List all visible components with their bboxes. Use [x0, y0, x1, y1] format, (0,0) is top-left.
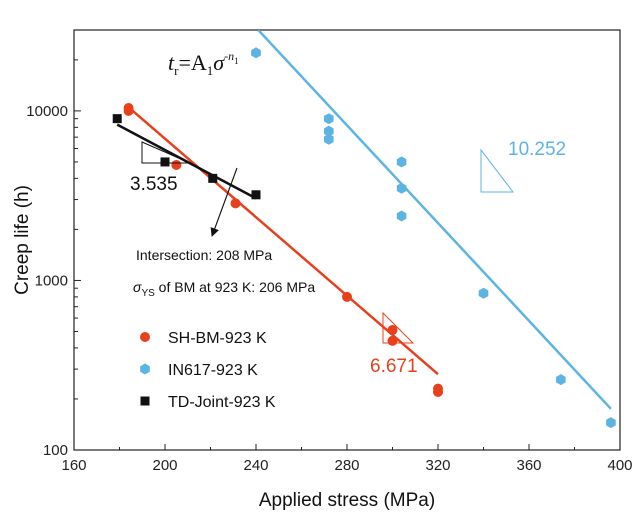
- data-point-in617-923-k: [251, 47, 261, 59]
- fit-line-in617-923-k: [257, 30, 612, 410]
- y-axis-ticks: 100 1000 10000: [26, 59, 81, 459]
- legend: SH-BM-923 K IN617-923 K TD-Joint-923 K: [140, 330, 276, 411]
- data-point-td-joint-923-k: [251, 190, 261, 200]
- data-point-sh-bm-923-k: [433, 386, 443, 397]
- x-axis-ticks: 160 200 240 280 320 360 400: [61, 444, 633, 474]
- y-axis-title: Creep life (h): [12, 185, 33, 295]
- y-tick-label: 10000: [26, 103, 68, 120]
- intersection-arrow: [210, 167, 238, 237]
- x-tick-label: 200: [152, 457, 177, 474]
- data-point-td-joint-923-k: [112, 114, 122, 124]
- legend-label-td-joint-923-k: TD-Joint-923 K: [168, 394, 276, 411]
- slope-triangle-td-joint: [141, 141, 191, 164]
- y-tick-label: 100: [43, 442, 68, 459]
- plot-frame: [73, 29, 621, 451]
- legend-marker-td-joint-923-k: [140, 396, 150, 406]
- equation-lead-sub: r: [174, 63, 179, 78]
- data-points: [112, 47, 616, 429]
- data-point-sh-bm-923-k: [171, 159, 182, 170]
- legend-marker-in617-923-k: [140, 363, 150, 375]
- x-tick-label: 320: [425, 457, 450, 474]
- data-point-in617-923-k: [606, 417, 616, 429]
- slope-label-in617: 10.252: [508, 139, 566, 160]
- slope-label-sh-bm: 6.671: [370, 356, 418, 377]
- y-tick-label: 1000: [35, 272, 68, 289]
- x-tick-label: 160: [61, 457, 86, 474]
- data-point-sh-bm-923-k: [342, 291, 352, 302]
- fit-line-sh-bm-923-k: [127, 106, 439, 376]
- yield-strength-symbol: σ: [133, 279, 142, 295]
- fit-lines: [116, 30, 612, 410]
- equation-sigma: σ: [213, 50, 225, 75]
- equation-exponent-sub: 1: [234, 56, 239, 66]
- data-point-in617-923-k: [396, 182, 407, 194]
- equation-mid: =A: [178, 50, 206, 75]
- data-point-td-joint-923-k: [160, 157, 170, 167]
- data-point-in617-923-k: [396, 156, 407, 168]
- data-point-td-joint-923-k: [208, 173, 218, 183]
- data-point-in617-923-k: [324, 133, 334, 145]
- x-tick-label: 400: [607, 457, 632, 474]
- slope-label-td-joint: 3.535: [130, 174, 178, 195]
- data-point-in617-923-k: [324, 125, 334, 137]
- slope-triangle-sh-bm: [382, 311, 415, 344]
- legend-label-in617-923-k: IN617-923 K: [168, 362, 258, 379]
- data-point-sh-bm-923-k: [230, 198, 241, 209]
- equation-label: tr=A1σ-n1: [168, 49, 239, 78]
- slope-triangle-in617: [480, 148, 515, 193]
- equation-lead: t: [168, 50, 175, 75]
- intersection-label: Intersection: 208 MPa: [136, 247, 272, 263]
- data-point-in617-923-k: [396, 210, 407, 222]
- legend-marker-sh-bm-923-k: [140, 332, 150, 342]
- data-point-sh-bm-923-k: [123, 105, 134, 116]
- yield-strength-subscript: YS: [141, 288, 155, 299]
- equation-mid-sub: 1: [207, 63, 214, 78]
- data-point-in617-923-k: [556, 374, 566, 386]
- data-point-sh-bm-923-k: [387, 325, 398, 336]
- x-tick-label: 240: [243, 457, 268, 474]
- equation-exponent: -n: [224, 49, 234, 63]
- yield-strength-label: σYS of BM at 923 K: 206 MPa: [133, 279, 315, 299]
- legend-label-sh-bm-923-k: SH-BM-923 K: [168, 330, 267, 347]
- data-point-sh-bm-923-k: [387, 335, 398, 346]
- data-point-in617-923-k: [478, 287, 489, 299]
- data-point-in617-923-k: [324, 113, 334, 125]
- x-tick-label: 360: [516, 457, 541, 474]
- yield-strength-text: of BM at 923 K: 206 MPa: [155, 279, 316, 295]
- x-axis-title: Applied stress (MPa): [259, 490, 435, 511]
- x-tick-label: 280: [334, 457, 359, 474]
